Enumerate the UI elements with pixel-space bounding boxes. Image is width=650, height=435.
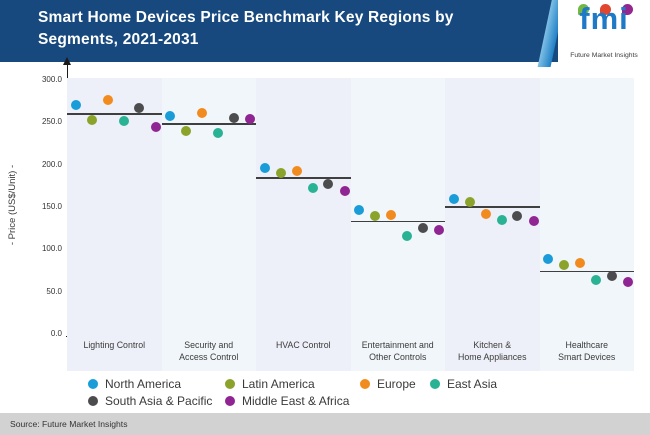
header-bar: Smart Home Devices Price Benchmark Key R… <box>0 0 650 67</box>
data-point <box>448 194 459 205</box>
chart-title-line-2: Segments, 2021-2031 <box>38 31 199 49</box>
data-point <box>86 114 97 125</box>
y-axis-label: - Price (US$/Unit) - <box>7 164 18 246</box>
data-point <box>228 113 239 124</box>
benchmark-line <box>161 123 256 125</box>
legend-item: Europe <box>360 377 416 391</box>
data-point <box>354 205 365 216</box>
y-tick-label: 50.0 <box>46 286 62 296</box>
data-point <box>370 211 381 222</box>
category-label: Lighting Control <box>83 340 146 350</box>
legend-item: Latin America <box>225 377 315 391</box>
legend-label: Latin America <box>242 377 315 391</box>
benchmark-line <box>445 206 540 208</box>
source-text: Source: Future Market Insights <box>10 419 128 429</box>
y-tick-label: 200.0 <box>41 159 62 169</box>
y-tick-label: 300.0 <box>41 75 62 84</box>
y-tick-label: 0.0 <box>50 329 62 338</box>
segment-band <box>67 78 162 371</box>
data-point <box>559 259 570 270</box>
data-point <box>197 108 208 119</box>
fmi-logo-text: fmi <box>579 1 629 36</box>
data-point <box>213 128 224 139</box>
legend-label: Middle East & Africa <box>242 394 350 408</box>
y-axis-arrow-icon <box>63 57 71 65</box>
segment-band <box>350 78 445 371</box>
legend-dot-icon <box>360 379 370 389</box>
data-point <box>496 214 507 225</box>
data-point <box>307 183 318 194</box>
data-point <box>623 277 634 288</box>
data-point <box>165 110 176 121</box>
data-point <box>102 95 113 106</box>
data-point <box>339 185 350 196</box>
legend-item: East Asia <box>430 377 497 391</box>
data-point <box>417 223 428 234</box>
chart-title-line-1: Smart Home Devices Price Benchmark Key R… <box>38 9 454 26</box>
legend-label: North America <box>105 377 182 391</box>
legend-label: South Asia & Pacific <box>105 394 213 408</box>
data-point <box>512 211 522 222</box>
fmi-logo: fmi Future Market Insights <box>558 0 650 62</box>
chart-title: Smart Home Devices Price Benchmark Key R… <box>38 7 538 52</box>
category-label: HVAC Control <box>275 340 331 350</box>
segment-band <box>445 78 540 371</box>
data-point <box>543 254 554 265</box>
speech-bubble-icon <box>622 4 633 15</box>
category-label: Security and Access Control <box>179 340 239 362</box>
speech-bubble-icon <box>600 4 611 15</box>
segment-band <box>161 78 256 371</box>
legend-dot-icon <box>225 396 235 406</box>
benchmark-line <box>256 177 351 179</box>
data-point <box>606 271 617 282</box>
data-point <box>118 116 129 127</box>
legend-dot-icon <box>430 379 440 389</box>
legend-dot-icon <box>88 396 98 406</box>
category-label: Entertainment and Other Controls <box>361 340 434 362</box>
benchmark-line <box>539 270 634 273</box>
data-point <box>181 125 192 136</box>
legend-dot-icon <box>225 379 235 389</box>
footer-bar: Source: Future Market Insights <box>0 413 650 435</box>
legend-label: East Asia <box>447 377 498 391</box>
data-point <box>464 196 475 207</box>
data-point <box>402 230 413 241</box>
data-point <box>259 163 270 174</box>
legend-item: North America <box>88 377 181 391</box>
category-label: Healthcare Smart Devices <box>558 340 616 362</box>
y-tick-label: 100.0 <box>41 244 62 254</box>
y-tick-label: 150.0 <box>41 202 62 211</box>
data-point <box>323 179 333 190</box>
data-point <box>480 208 491 219</box>
segment-band <box>539 78 634 371</box>
segment-band <box>256 78 351 371</box>
data-point <box>70 99 81 110</box>
category-label: Kitchen & Home Appliances <box>458 340 527 362</box>
y-tick-label: 250.0 <box>41 117 62 127</box>
benchmark-line <box>350 220 445 223</box>
speech-bubble-icon <box>578 4 589 15</box>
data-point <box>386 209 397 220</box>
benchmark-line <box>67 113 162 115</box>
data-point <box>134 102 144 113</box>
data-point <box>245 113 256 124</box>
legend-label: Europe <box>377 377 416 391</box>
data-point <box>434 224 445 235</box>
data-point <box>150 122 161 133</box>
legend-item: South Asia & Pacific <box>88 394 212 408</box>
data-point <box>591 274 602 285</box>
data-point <box>575 257 586 268</box>
fmi-logo-caption: Future Market Insights <box>570 52 638 59</box>
data-point <box>528 215 539 226</box>
legend-item: Middle East & Africa <box>225 394 349 408</box>
data-point <box>291 165 302 176</box>
data-point <box>275 168 286 179</box>
legend-dot-icon <box>88 379 98 389</box>
